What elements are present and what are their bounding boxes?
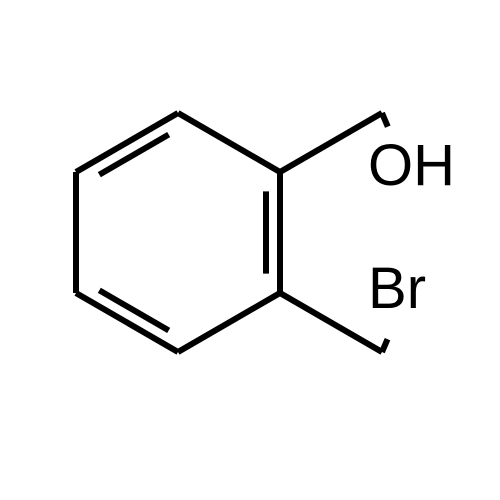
bond-line — [178, 113, 280, 172]
bonds-layer — [76, 113, 388, 352]
labels-layer: OH Br — [368, 133, 455, 321]
bromine-letter-b: B — [368, 256, 407, 321]
hydroxyl-label: OH — [368, 133, 455, 198]
hydrogen-letter: H — [413, 133, 455, 198]
bond-line — [382, 113, 388, 127]
molecule-diagram: OH Br — [0, 0, 500, 500]
bond-line — [178, 293, 280, 352]
bromine-label: Br — [368, 256, 426, 321]
bond-line — [76, 293, 178, 352]
bond-line — [382, 339, 388, 352]
bond-line — [280, 293, 382, 352]
bond-line — [280, 113, 382, 172]
bromine-letter-r: r — [407, 256, 426, 321]
bond-line — [76, 113, 178, 172]
oxygen-letter: O — [368, 133, 413, 198]
